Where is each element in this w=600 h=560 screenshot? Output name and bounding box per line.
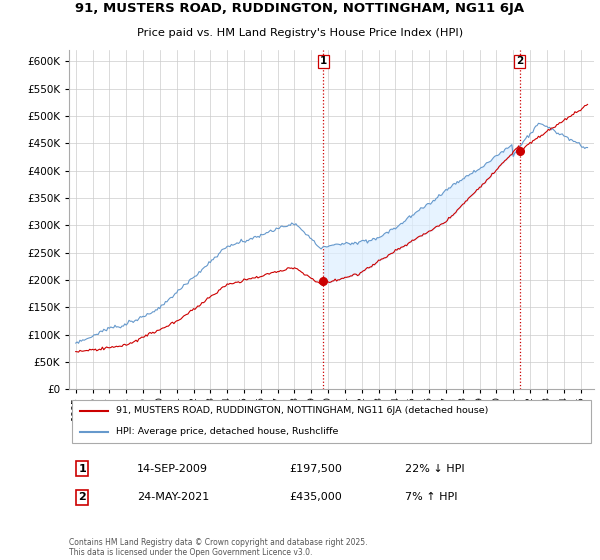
Text: 2: 2	[516, 57, 523, 67]
FancyBboxPatch shape	[71, 399, 591, 444]
Text: 22% ↓ HPI: 22% ↓ HPI	[405, 464, 464, 474]
Text: Contains HM Land Registry data © Crown copyright and database right 2025.
This d: Contains HM Land Registry data © Crown c…	[69, 538, 367, 557]
Text: 24-MAY-2021: 24-MAY-2021	[137, 492, 209, 502]
Text: 1: 1	[320, 57, 327, 67]
Text: HPI: Average price, detached house, Rushcliffe: HPI: Average price, detached house, Rush…	[116, 427, 338, 436]
Text: Price paid vs. HM Land Registry's House Price Index (HPI): Price paid vs. HM Land Registry's House …	[137, 27, 463, 38]
Text: £197,500: £197,500	[290, 464, 343, 474]
Text: 91, MUSTERS ROAD, RUDDINGTON, NOTTINGHAM, NG11 6JA (detached house): 91, MUSTERS ROAD, RUDDINGTON, NOTTINGHAM…	[116, 407, 488, 416]
Text: 7% ↑ HPI: 7% ↑ HPI	[405, 492, 458, 502]
Text: 2: 2	[78, 492, 86, 502]
Text: 91, MUSTERS ROAD, RUDDINGTON, NOTTINGHAM, NG11 6JA: 91, MUSTERS ROAD, RUDDINGTON, NOTTINGHAM…	[76, 2, 524, 15]
Text: 1: 1	[78, 464, 86, 474]
Text: 14-SEP-2009: 14-SEP-2009	[137, 464, 208, 474]
Text: £435,000: £435,000	[290, 492, 342, 502]
